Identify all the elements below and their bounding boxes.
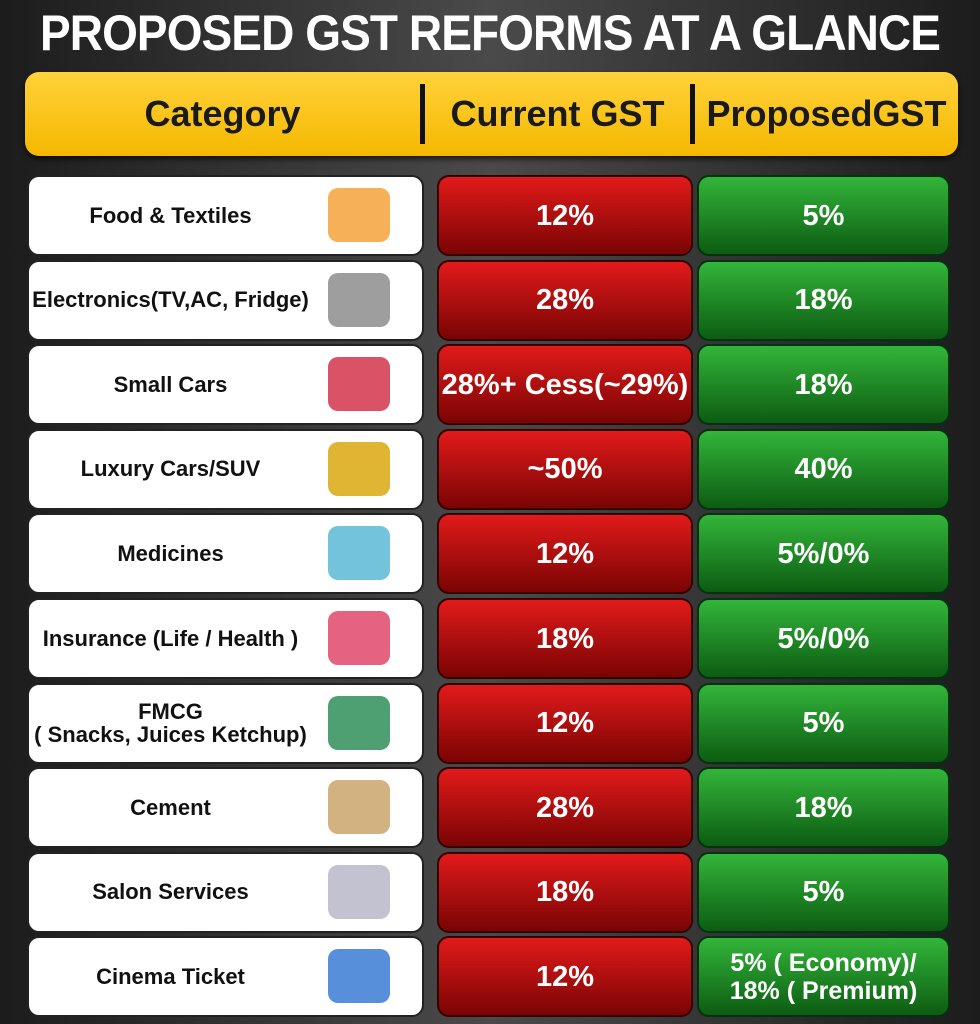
category-icon [328, 695, 390, 750]
current-gst-cell: 28%+ Cess(~29%) [437, 344, 693, 426]
category-icon [328, 188, 390, 242]
proposed-gst-cell: 18% [697, 767, 950, 849]
proposed-gst-cell: 5%/0% [697, 598, 950, 679]
current-gst-cell: ~50% [437, 428, 693, 510]
category-icon [328, 526, 390, 581]
category-icon [328, 441, 390, 496]
proposed-gst-cell: 5% [697, 175, 950, 256]
category-icon [328, 611, 390, 665]
current-gst-cell: 12% [437, 513, 693, 595]
table-header: Category Current GST ProposedGST [25, 72, 958, 156]
title: PROPOSED GST REFORMS AT A GLANCE [40, 5, 941, 61]
proposed-gst-cell: 18% [697, 344, 950, 426]
proposed-gst-cell: 5% [697, 851, 950, 933]
separator [420, 84, 425, 144]
separator [690, 84, 695, 144]
current-gst-cell: 18% [437, 851, 693, 933]
header-cell: ProposedGST [706, 93, 947, 134]
current-gst-cell: 12% [437, 936, 693, 1018]
proposed-gst-cell: 18% [697, 259, 950, 341]
header-cell: Category [144, 93, 301, 134]
category-cell: FMCG ( Snacks, Juices Ketchup) [27, 682, 424, 764]
category-icon [328, 272, 390, 327]
current-gst-cell: 18% [437, 598, 693, 679]
category-icon [328, 864, 390, 919]
category-icon [328, 357, 390, 412]
proposed-gst-cell: 5%/0% [697, 513, 950, 595]
category-icon [328, 780, 390, 835]
header-cell: Current GST [450, 93, 665, 134]
proposed-gst-cell: 5% ( Economy)/ 18% ( Premium) [697, 936, 950, 1018]
current-gst-cell: 12% [437, 175, 693, 256]
category-icon [328, 949, 390, 1004]
current-gst-cell: 28% [437, 259, 693, 341]
current-gst-cell: 12% [437, 682, 693, 764]
proposed-gst-cell: 5% [697, 682, 950, 764]
current-gst-cell: 28% [437, 767, 693, 849]
proposed-gst-cell: 40% [697, 428, 950, 510]
